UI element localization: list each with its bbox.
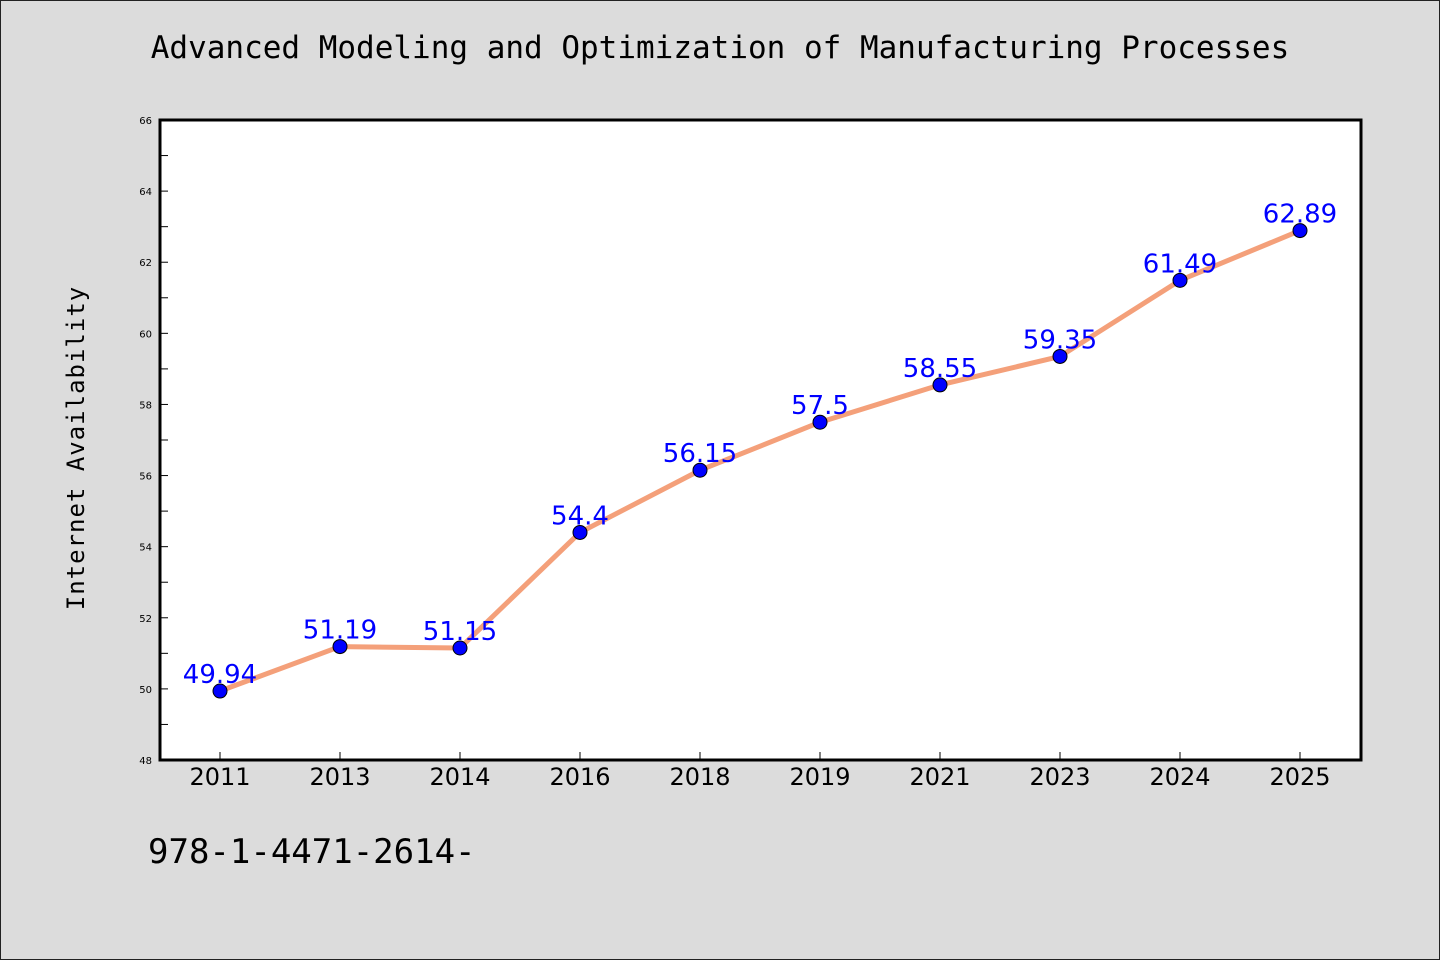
- data-label: 51.19: [303, 616, 377, 646]
- x-tick-label: 2025: [1269, 763, 1330, 791]
- x-tick-label: 2024: [1149, 763, 1210, 791]
- data-point: [932, 377, 948, 393]
- y-tick-label: 48: [139, 756, 152, 767]
- data-point: [1292, 223, 1308, 239]
- data-point: [212, 683, 228, 699]
- data-label: 59.35: [1023, 325, 1097, 355]
- x-tick-label: 2021: [909, 763, 970, 791]
- y-tick-label: 50: [139, 685, 152, 696]
- series-line: [217, 228, 1303, 694]
- data-markers: [212, 223, 1308, 699]
- chart-title: Advanced Modeling and Optimization of Ma…: [150, 30, 1290, 66]
- y-tick-label: 66: [139, 116, 152, 127]
- plot-area: [158, 118, 1363, 762]
- data-label: 54.4: [551, 501, 609, 531]
- x-tick-label: 2018: [669, 763, 730, 791]
- y-tick-label: 60: [139, 329, 152, 340]
- y-axis-ticks: 48 50 52 54 56 58 60 62 64 66: [139, 116, 168, 767]
- y-tick-label: 54: [139, 543, 152, 554]
- y-tick-label: 62: [139, 258, 152, 269]
- footer-isbn-text: 978-1-4471-2614-: [148, 832, 476, 872]
- data-label: 56.15: [663, 439, 737, 469]
- data-label: 61.49: [1143, 249, 1217, 279]
- data-label: 58.55: [903, 354, 977, 384]
- y-tick-label: 58: [139, 400, 152, 411]
- data-label: 62.89: [1263, 200, 1337, 230]
- data-point: [572, 524, 588, 540]
- x-tick-label: 2019: [789, 763, 850, 791]
- x-axis-ticks: 2011 2013 2014 2016 2018 2019 2021 2023 2024 2025: [189, 752, 1331, 791]
- x-tick-label: 2014: [429, 763, 490, 791]
- x-tick-label: 2013: [309, 763, 370, 791]
- data-labels: 49.94 51.19 51.15 54.4 56.15 57.5 58.55 59.35 61…: [183, 200, 1337, 690]
- x-tick-label: 2016: [549, 763, 610, 791]
- data-point: [812, 414, 828, 430]
- y-tick-label: 56: [139, 472, 152, 483]
- data-point: [452, 640, 468, 656]
- data-point: [692, 462, 708, 478]
- x-tick-label: 2023: [1029, 763, 1090, 791]
- x-tick-label: 2011: [189, 763, 250, 791]
- data-point: [332, 639, 348, 655]
- data-point: [1172, 272, 1188, 288]
- data-point: [1052, 348, 1068, 364]
- data-label: 49.94: [183, 660, 257, 690]
- data-label: 57.5: [791, 391, 849, 421]
- y-tick-label: 52: [139, 614, 152, 625]
- data-label: 51.15: [423, 617, 497, 647]
- y-tick-label: 64: [139, 187, 152, 198]
